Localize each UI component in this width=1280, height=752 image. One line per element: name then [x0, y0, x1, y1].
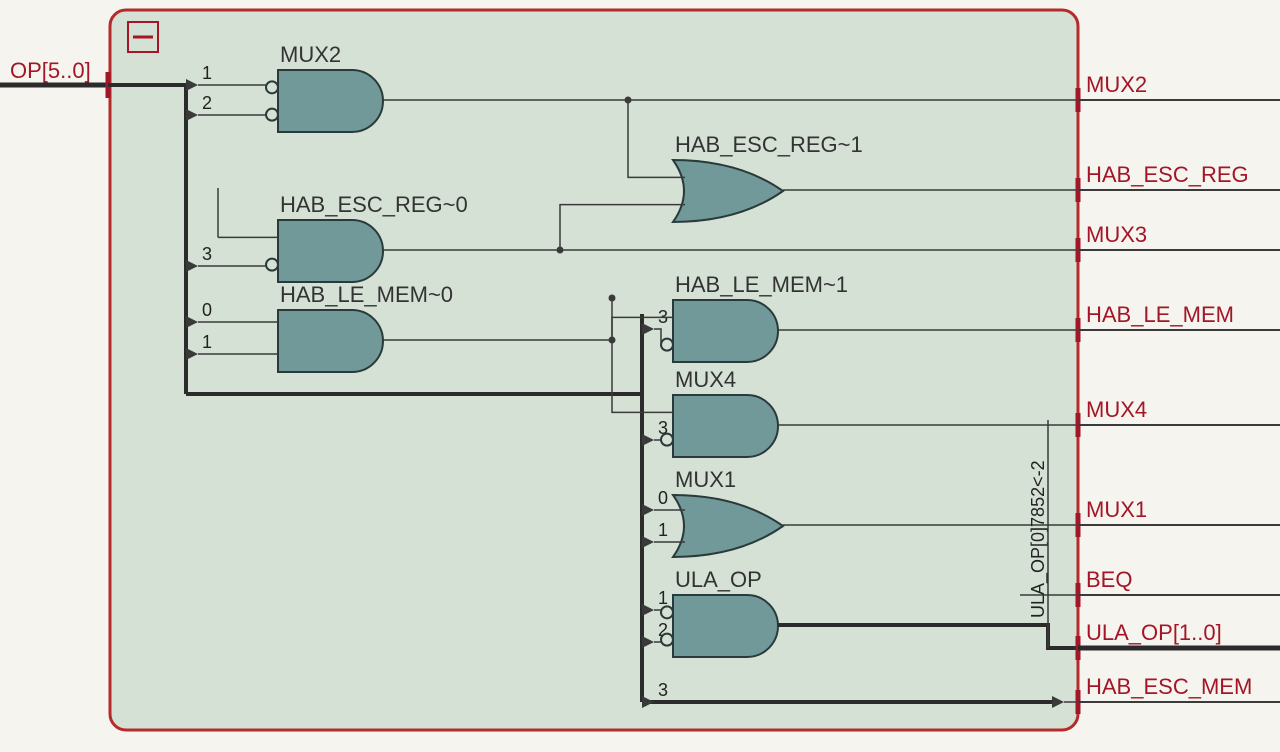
output-label-hlm: HAB_LE_MEM: [1086, 302, 1234, 327]
svg-text:MUX2: MUX2: [280, 42, 341, 67]
output-label-hem: HAB_ESC_MEM: [1086, 674, 1252, 699]
svg-text:HAB_ESC_REG~1: HAB_ESC_REG~1: [675, 132, 863, 157]
output-label-mux4: MUX4: [1086, 397, 1147, 422]
svg-text:MUX4: MUX4: [675, 367, 736, 392]
svg-text:MUX1: MUX1: [675, 467, 736, 492]
svg-text:HAB_LE_MEM~0: HAB_LE_MEM~0: [280, 282, 453, 307]
output-label-beq: BEQ: [1086, 567, 1132, 592]
gate-ulaop: ULA_OP: [661, 567, 778, 657]
output-label-her: HAB_ESC_REG: [1086, 162, 1249, 187]
output-label-mux1: MUX1: [1086, 497, 1147, 522]
schematic-diagram: OP[5..0] 12301 3301123 MUX2HAB_ESC_REG~0…: [0, 0, 1280, 752]
output-ports: MUX2 HAB_ESC_REG MUX3 HAB_LE_MEM MUX4 MUX1 BEQ…: [1078, 72, 1280, 714]
svg-text:0: 0: [202, 300, 212, 320]
svg-text:3: 3: [658, 680, 668, 700]
output-label-ulaop: ULA_OP[1..0]: [1086, 620, 1222, 645]
svg-text:1: 1: [658, 588, 668, 608]
svg-text:ULA_OP: ULA_OP: [675, 567, 762, 592]
svg-text:HAB_ESC_REG~0: HAB_ESC_REG~0: [280, 192, 468, 217]
output-label-mux3: MUX3: [1086, 222, 1147, 247]
svg-text:1: 1: [202, 63, 212, 83]
svg-text:2: 2: [202, 93, 212, 113]
input-port-label: OP[5..0]: [10, 58, 91, 83]
svg-text:HAB_LE_MEM~1: HAB_LE_MEM~1: [675, 272, 848, 297]
collapse-icon[interactable]: [128, 22, 158, 52]
svg-text:1: 1: [658, 520, 668, 540]
svg-text:3: 3: [202, 244, 212, 264]
module-body: [110, 10, 1078, 730]
svg-text:0: 0: [658, 488, 668, 508]
ula-op-vertical-label: ULA_OP[0]7852<-2: [1028, 460, 1049, 618]
svg-text:1: 1: [202, 332, 212, 352]
output-label-mux2: MUX2: [1086, 72, 1147, 97]
